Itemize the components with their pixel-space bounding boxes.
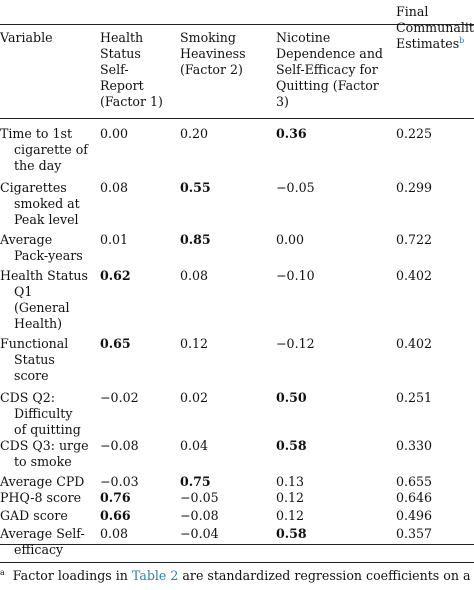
header-factor3: 3) [276,94,289,109]
loading-f2: −0.04 [180,526,219,541]
loading-f2: 0.04 [180,438,209,453]
row-variable-label: to smoke [14,454,72,469]
row-variable-label: cigarette of [14,142,88,157]
communality-value: 0.251 [396,390,433,405]
loading-f3: 0.58 [276,438,307,453]
row-variable-label: GAD score [0,508,68,523]
row-variable-label: Average [0,232,53,247]
communality-value: 0.496 [396,508,433,523]
loading-f3: 0.50 [276,390,307,405]
row-variable-label: Average CPD [0,474,85,489]
header-factor1: Health [100,30,144,45]
row-variable-label: Health Status [0,268,88,283]
header-factor3: Quitting (Factor [276,78,379,93]
header-factor2: Smoking [180,30,236,45]
header-factor2: (Factor 2) [180,62,243,77]
loading-f3: −0.12 [276,336,315,351]
row-variable-label: Cigarettes [0,180,67,195]
loading-f2: 0.20 [180,126,209,141]
communality-value: 0.402 [396,336,433,351]
communality-footnote-link[interactable]: b [459,35,465,45]
header-factor3: Self-Efficacy for [276,62,378,77]
row-variable-label: score [14,368,49,383]
communality-value: 0.646 [396,490,433,505]
footnote-marker: a [0,567,5,577]
loading-f1: 0.08 [100,180,129,195]
communality-value: 0.330 [396,438,433,453]
communality-value: 0.402 [396,268,433,283]
loading-f2: 0.75 [180,474,211,489]
loading-f3: 0.58 [276,526,307,541]
communality-value: 0.357 [396,526,433,541]
loading-f3: 0.13 [276,474,305,489]
header-factor1: Report [100,78,144,93]
header-communality: Estimatesb [396,35,465,51]
loading-f3: 0.12 [276,490,305,505]
row-variable-label: of quitting [14,422,81,437]
row-variable-label: Time to 1st [0,126,73,141]
row-variable-label: CDS Q2: [0,390,55,405]
loading-f2: 0.12 [180,336,209,351]
loading-f2: 0.02 [180,390,209,405]
footnote-table-link[interactable]: Table 2 [131,568,179,583]
communality-value: 0.655 [396,474,433,489]
communality-value: 0.722 [396,232,433,247]
loading-f3: 0.12 [276,508,305,523]
loading-f2: 0.08 [180,268,209,283]
row-variable-label: Difficulty [14,406,73,421]
loading-f2: −0.05 [180,490,219,505]
row-variable-label: the day [14,158,62,173]
loading-f1: −0.02 [100,390,139,405]
row-variable-label: Average Self- [0,526,85,541]
table-rule [0,24,474,25]
communality-value: 0.225 [396,126,433,141]
row-variable-label: CDS Q3: urge [0,438,89,453]
loading-f1: 0.01 [100,232,129,247]
row-variable-label: efficacy [14,542,64,557]
communality-value: 0.299 [396,180,433,195]
header-communality: Communality [396,20,474,35]
row-variable-label: Status [14,352,55,367]
header-communality: Final [396,4,429,19]
loading-f3: −0.05 [276,180,315,195]
table-rule [0,544,474,545]
loading-f1: 0.66 [100,508,131,523]
header-factor2: Heaviness [180,46,246,61]
loading-f1: 0.62 [100,268,131,283]
loading-f1: −0.08 [100,438,139,453]
row-variable-label: smoked at [14,196,80,211]
loading-f1: 0.65 [100,336,131,351]
loading-f3: 0.00 [276,232,305,247]
table-footnote: a Factor loadings in Table 2 are standar… [0,568,474,584]
loading-f1: 0.76 [100,490,131,505]
row-variable-label: Q1 [14,284,33,299]
footnote-text-after: are standardized regression coefficients… [178,568,474,583]
header-factor3: Nicotine [276,30,331,45]
row-variable-label: (General [14,300,70,315]
table-rule [0,118,474,119]
table-rule [0,562,474,563]
loading-f1: 0.00 [100,126,129,141]
header-factor1: Status [100,46,141,61]
header-factor1: (Factor 1) [100,94,163,109]
row-variable-label: Health) [14,316,63,331]
loading-f1: −0.03 [100,474,139,489]
loading-f2: 0.85 [180,232,211,247]
loading-f2: −0.08 [180,508,219,523]
row-variable-label: Peak level [14,212,79,227]
loading-f3: −0.10 [276,268,315,283]
row-variable-label: Pack-years [14,248,83,263]
loading-f1: 0.08 [100,526,129,541]
row-variable-label: PHQ-8 score [0,490,82,505]
header-variable: Variable [0,30,53,45]
row-variable-label: Functional [0,336,69,351]
header-factor1: Self- [100,62,129,77]
header-factor3: Dependence and [276,46,383,61]
loading-f3: 0.36 [276,126,307,141]
footnote-text-before: Factor loadings in [12,568,132,583]
loading-f2: 0.55 [180,180,211,195]
